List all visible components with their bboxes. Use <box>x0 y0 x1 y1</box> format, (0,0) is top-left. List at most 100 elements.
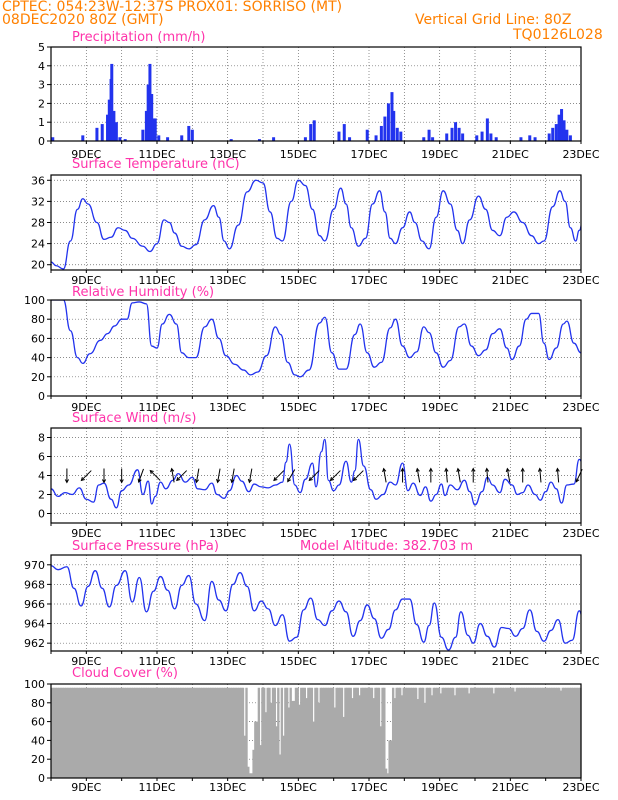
precip-bar <box>100 124 104 141</box>
cloud-bar <box>261 687 264 778</box>
cloud-bar <box>229 687 232 778</box>
cloud-bar <box>361 687 365 778</box>
cloud-bar <box>434 687 437 778</box>
cloud-bar <box>259 745 262 778</box>
cloud-bar <box>105 687 109 778</box>
cloud-bar <box>552 687 556 778</box>
cloud-bar <box>294 687 298 778</box>
precip-bar <box>519 137 523 141</box>
cloud-bar <box>73 687 77 778</box>
cloud-ytick-label: 40 <box>31 734 45 747</box>
wind-arrow <box>555 467 560 483</box>
cloud-bar <box>462 687 465 778</box>
cloud-bar <box>331 687 335 778</box>
cloud-bar <box>418 687 421 778</box>
cloud-bar <box>517 687 520 778</box>
wind-xtick-label: 17DEC <box>350 527 387 540</box>
cloud-bar <box>554 687 557 778</box>
cloud-bar <box>158 687 162 778</box>
precip-bar <box>374 135 378 141</box>
pressure-ytick-label: 970 <box>24 559 45 572</box>
cloud-bar <box>542 687 545 778</box>
cloud-frame <box>50 683 582 779</box>
cloud-bar <box>452 687 455 778</box>
pressure-xtick-label: 23DEC <box>562 655 599 668</box>
pressure-xtick-label: 17DEC <box>350 655 387 668</box>
cloud-bar <box>116 687 119 778</box>
cloud-bar <box>536 687 540 778</box>
precip-bar <box>557 114 561 141</box>
rh-xtick-label: 13DEC <box>209 401 246 414</box>
precip-bar <box>457 127 461 141</box>
wind-arrow <box>230 468 235 484</box>
cloud-bar <box>300 687 303 778</box>
precip-bar <box>565 129 569 141</box>
cloud-bar <box>549 687 552 778</box>
header-station: CPTEC: 054:23W-12:37S PROX01: SORRISO (M… <box>2 0 343 15</box>
precip-bar <box>494 137 498 141</box>
cloud-bar <box>81 687 84 778</box>
cloud-bar <box>125 687 128 778</box>
cloud-bar <box>51 687 54 778</box>
cloud-bar <box>448 687 451 778</box>
cloud-bar <box>349 687 352 778</box>
wind-series-line <box>51 438 581 509</box>
cloud-bar <box>453 695 457 778</box>
cloud-bar <box>250 773 253 778</box>
temp-xtick-label: 13DEC <box>209 274 246 287</box>
rh-panel: Relative Humidity (%) 0 20 40 60 80 100 9DEC 11D… <box>24 285 600 414</box>
cloud-bar <box>351 698 354 778</box>
precip-bar <box>348 137 352 141</box>
pressure-xtick-label: 19DEC <box>421 655 458 668</box>
cloud-bar <box>475 687 478 778</box>
precip-bar <box>95 127 99 141</box>
precip-bar <box>150 94 154 141</box>
cloud-bar <box>444 687 448 778</box>
cloud-bar <box>59 687 63 778</box>
cloud-bar <box>240 687 243 778</box>
precip-bar <box>107 99 111 141</box>
cloud-bar <box>406 687 409 778</box>
cloud-bar <box>178 687 181 778</box>
precip-bar <box>554 124 558 141</box>
cloud-bar <box>201 687 204 778</box>
cloud-bar <box>376 687 379 778</box>
cloud-bar <box>367 687 370 778</box>
wind-arrow <box>149 469 161 481</box>
cloud-bar <box>217 687 220 778</box>
cloud-bar <box>563 687 566 778</box>
precip-bar <box>547 133 551 141</box>
precip-xtick-label: 11DEC <box>138 148 175 161</box>
cloud-bar <box>386 773 390 778</box>
cloud-bar <box>346 687 349 778</box>
cloud-bar <box>508 687 511 778</box>
cloud-ytick-label: 60 <box>31 716 45 729</box>
cloud-xtick-label: 9DEC <box>71 781 101 794</box>
cloud-bar <box>252 749 255 778</box>
wind-xtick-label: 13DEC <box>209 527 246 540</box>
precip-bar <box>450 127 454 141</box>
cloud-bar <box>167 687 170 778</box>
precip-bar <box>51 137 55 141</box>
cloud-bar <box>183 687 186 778</box>
precip-bar <box>153 118 157 141</box>
cloud-bar <box>570 687 573 778</box>
pressure-ytick-label: 968 <box>24 578 45 591</box>
cloud-bar <box>411 687 414 778</box>
cloud-bar <box>151 687 155 778</box>
cloud-bar <box>342 716 345 778</box>
rh-ytick-label: 80 <box>31 313 45 326</box>
cloud-ytick-label: 20 <box>31 753 45 766</box>
cloud-bar <box>257 687 261 778</box>
wind-arrow <box>471 467 476 483</box>
precip-ytick-label: 2 <box>38 97 45 110</box>
precip-bar <box>533 137 537 141</box>
cloud-bar <box>363 687 367 778</box>
wind-arrow <box>329 470 341 482</box>
cloud-bar <box>353 687 356 778</box>
cloud-bar <box>455 687 458 778</box>
cloud-bar <box>185 687 188 778</box>
precip-bar <box>157 135 161 141</box>
wind-arrow <box>537 467 543 483</box>
precip-bar <box>312 120 316 141</box>
